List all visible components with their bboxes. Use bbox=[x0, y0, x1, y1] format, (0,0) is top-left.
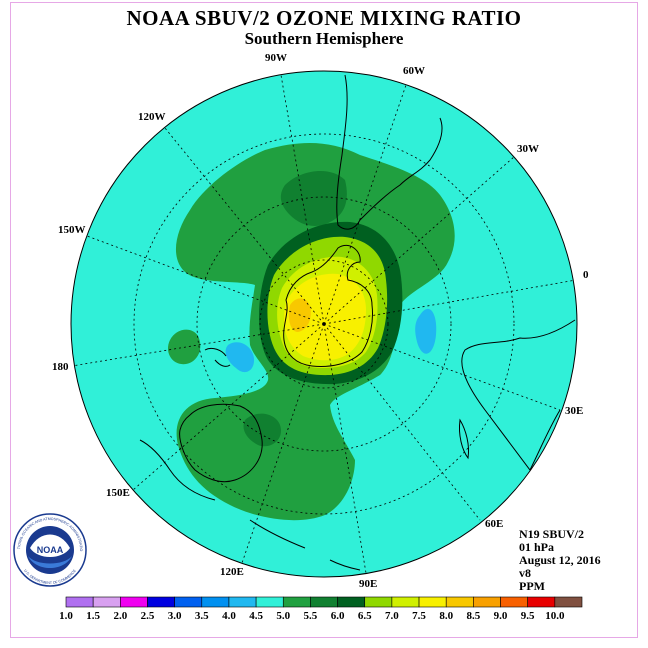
logo-bird-icon bbox=[30, 534, 70, 557]
coastlines bbox=[139, 74, 576, 571]
colorbar-label: 4.0 bbox=[222, 610, 236, 622]
colorbar-label: 5.5 bbox=[303, 610, 318, 622]
latitude-circle-2 bbox=[196, 196, 452, 452]
colorbar-swatch bbox=[337, 596, 366, 608]
meridian-30w bbox=[323, 155, 516, 325]
latitude-circle-1 bbox=[259, 259, 389, 389]
lon-label-150e: 150E bbox=[106, 487, 130, 499]
colorbar-swatch bbox=[174, 596, 203, 608]
colorbar-swatch bbox=[228, 596, 257, 608]
colorbar-label: 8.0 bbox=[439, 610, 454, 622]
meridian-90e bbox=[323, 323, 367, 574]
info-version: v8 bbox=[519, 566, 531, 580]
colorbar-swatch bbox=[92, 596, 121, 608]
meridian-30e bbox=[323, 323, 561, 411]
lon-label-30e: 30E bbox=[565, 405, 583, 417]
colorbar-label: 2.0 bbox=[113, 610, 128, 622]
logo-wave-icon bbox=[28, 556, 72, 568]
latitude-circle-3 bbox=[133, 133, 515, 515]
lon-label-120e: 120E bbox=[220, 566, 244, 578]
meridian-120w bbox=[164, 127, 325, 325]
figure-title: NOAA SBUV/2 OZONE MIXING RATIO bbox=[126, 6, 522, 30]
colorbar-label: 1.5 bbox=[86, 610, 101, 622]
colorbar-swatch bbox=[527, 596, 556, 608]
contour-level-5-5-south bbox=[243, 413, 281, 447]
colorbar-label: 4.5 bbox=[249, 610, 263, 622]
colorbar-swatch bbox=[554, 596, 583, 608]
logo-text: NOAA bbox=[37, 545, 64, 555]
contour-level-5-0-islet bbox=[167, 329, 201, 365]
meridian-60w bbox=[323, 84, 407, 325]
graticule bbox=[71, 74, 577, 574]
info-level: 01 hPa bbox=[519, 540, 555, 554]
colorbar-label: 8.5 bbox=[466, 610, 481, 622]
info-satellite: N19 SBUV/2 bbox=[519, 527, 585, 541]
meridian-90w bbox=[280, 74, 325, 325]
lon-label-60e: 60E bbox=[485, 518, 503, 530]
colorbar-swatch bbox=[65, 596, 94, 608]
contour-level-7-5 bbox=[284, 273, 366, 361]
colorbar-label: 7.5 bbox=[412, 610, 426, 622]
colorbar-label: 10.0 bbox=[545, 610, 565, 622]
colorbar-label: 9.5 bbox=[520, 610, 535, 622]
colorbar-swatch bbox=[418, 596, 447, 608]
info-date: August 12, 2016 bbox=[519, 553, 601, 567]
lon-label-120w: 120W bbox=[138, 111, 166, 123]
colorbar-swatch bbox=[120, 596, 148, 608]
colorbar bbox=[65, 596, 583, 608]
figure-frame bbox=[10, 2, 638, 638]
colorbar-label: 3.5 bbox=[194, 610, 209, 622]
lon-label-0: 0 bbox=[583, 269, 589, 281]
colorbar-label: 6.5 bbox=[357, 610, 372, 622]
colorbar-label: 7.0 bbox=[385, 610, 399, 622]
colorbar-label: 9.0 bbox=[493, 610, 508, 622]
meridian-60e bbox=[323, 323, 481, 521]
colorbar-swatch bbox=[364, 596, 393, 608]
lon-label-30w: 30W bbox=[517, 143, 539, 155]
colorbar-swatch bbox=[201, 596, 230, 608]
low-ozone-patch-west bbox=[225, 342, 255, 373]
logo-ring-text: NATIONAL OCEANIC AND ATMOSPHERIC ADMINIS… bbox=[0, 0, 83, 552]
info-units: PPM bbox=[519, 579, 545, 593]
lon-label-180: 180 bbox=[52, 361, 69, 373]
colorbar-swatch bbox=[391, 596, 420, 608]
meridian-150w bbox=[86, 235, 325, 325]
colorbar-swatch bbox=[445, 596, 474, 608]
colorbar-swatch bbox=[473, 596, 501, 608]
new-zealand-coastline bbox=[204, 347, 231, 367]
colorbar-label: 5.0 bbox=[276, 610, 291, 622]
contour-level-5-5-north bbox=[280, 170, 347, 226]
colorbar-swatch bbox=[147, 596, 175, 608]
colorbar-swatch bbox=[310, 596, 338, 608]
africa-coastline bbox=[461, 319, 576, 471]
lon-label-90w: 90W bbox=[265, 52, 287, 64]
colorbar-label: 6.0 bbox=[330, 610, 345, 622]
madagascar-coastline bbox=[459, 418, 469, 460]
lon-label-60w: 60W bbox=[403, 65, 425, 77]
low-ozone-patch-east bbox=[415, 308, 437, 354]
colorbar-label: 3.0 bbox=[167, 610, 182, 622]
colorbar-swatch bbox=[255, 596, 284, 608]
map-disc-outline bbox=[70, 70, 578, 578]
south-america-coastline bbox=[336, 74, 443, 230]
colorbar-label: 1.0 bbox=[59, 610, 73, 622]
figure-subtitle: Southern Hemisphere bbox=[244, 29, 404, 48]
colorbar-swatch bbox=[282, 596, 311, 608]
maritime-continent-coastline bbox=[139, 439, 361, 571]
australia-coastline bbox=[179, 403, 263, 483]
lon-label-150w: 150W bbox=[58, 224, 86, 236]
antarctica-coastline bbox=[283, 244, 373, 367]
meridian-120e bbox=[241, 323, 325, 564]
lon-label-90e: 90E bbox=[359, 578, 377, 590]
meridian-150e bbox=[132, 323, 325, 491]
colorbar-label: 2.5 bbox=[140, 610, 155, 622]
colorbar-swatch bbox=[500, 596, 528, 608]
